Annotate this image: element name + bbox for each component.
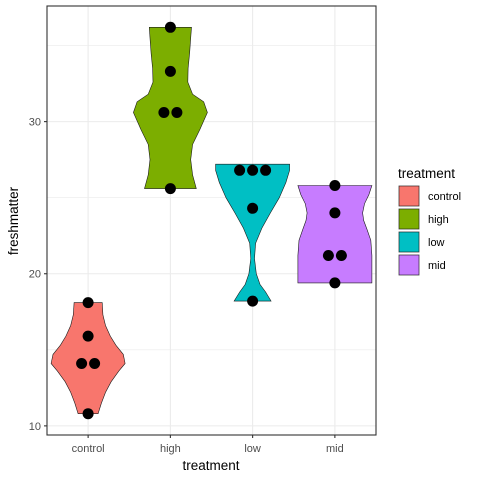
legend-swatch-low — [398, 231, 420, 253]
x-tick-label: low — [244, 443, 261, 455]
legend-label-high: high — [428, 214, 449, 226]
legend: treatment control high low mid — [398, 166, 461, 276]
x-tick-label: control — [72, 443, 105, 455]
point-control — [89, 358, 101, 369]
legend-swatch-control — [398, 185, 420, 207]
point-low — [260, 164, 272, 176]
point-low — [247, 202, 259, 214]
point-high — [171, 107, 183, 118]
violin-high — [133, 27, 208, 189]
y-axis-title: freshmatter — [6, 186, 21, 255]
point-low — [234, 164, 246, 176]
point-control — [82, 330, 94, 342]
x-tick-label: high — [160, 443, 181, 455]
point-low — [247, 164, 259, 176]
violin-low — [215, 163, 290, 302]
point-mid — [335, 250, 347, 261]
point-high — [164, 65, 176, 77]
point-control — [82, 297, 94, 309]
axes: 10 20 30 control high low mid — [29, 117, 344, 455]
point-control — [76, 358, 88, 369]
point-high — [164, 21, 176, 33]
point-mid — [329, 207, 341, 219]
legend-label-low: low — [428, 237, 445, 249]
legend-swatch-mid — [398, 254, 420, 276]
y-tick-label: 30 — [29, 117, 41, 129]
data-points — [76, 21, 347, 420]
violin-mid — [297, 185, 373, 284]
panel-border — [46, 5, 377, 436]
x-axis-title: treatment — [182, 458, 239, 473]
y-tick-label: 20 — [29, 269, 41, 281]
legend-label-mid: mid — [428, 260, 446, 272]
point-mid — [322, 250, 334, 261]
point-low — [247, 295, 259, 307]
x-tick-label: mid — [326, 443, 344, 455]
point-high — [158, 107, 170, 118]
point-mid — [329, 180, 341, 191]
legend-swatch-high — [398, 208, 420, 230]
violin-control — [50, 302, 126, 414]
point-control — [82, 408, 94, 420]
violins — [50, 27, 373, 414]
y-tick-label: 10 — [29, 421, 41, 433]
point-mid — [329, 277, 341, 289]
legend-title: treatment — [398, 166, 455, 181]
point-high — [164, 183, 176, 195]
legend-label-control: control — [428, 191, 461, 203]
